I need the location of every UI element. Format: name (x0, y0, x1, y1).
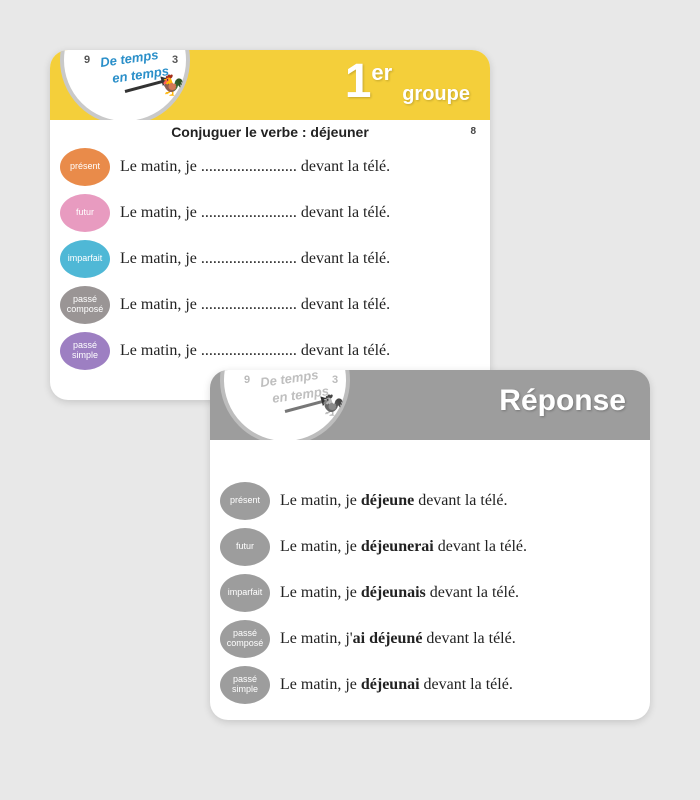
tense-badge: passé simple (220, 666, 270, 704)
sentence-suffix: devant la télé. (434, 538, 527, 555)
tense-badge: futur (60, 194, 110, 232)
question-row: présent Le matin, je ....................… (60, 148, 476, 186)
clock-number: 3 (172, 54, 178, 66)
question-rows: présent Le matin, je ....................… (50, 140, 490, 388)
answer-sentence: Le matin, je déjeune devant la télé. (280, 492, 507, 510)
tense-badge: passé composé (220, 620, 270, 658)
clock-illustration: 12111091234 De temps en temps 🐓 (50, 50, 210, 120)
answer-title: Réponse (499, 384, 626, 418)
sentence-prefix: Le matin, je (280, 584, 361, 601)
group-word: groupe (402, 83, 470, 106)
answer-row: passé simple Le matin, je déjeunai devant… (220, 666, 636, 704)
group-number: 1 (345, 58, 372, 106)
card-subtitle: Conjuguer le verbe : déjeuner 8 (50, 124, 490, 140)
answer-row: passé composé Le matin, j'ai déjeuné deva… (220, 620, 636, 658)
question-card: 12111091234 De temps en temps 🐓 1ergroup… (50, 50, 490, 400)
sentence-suffix: devant la télé. (414, 492, 507, 509)
answer-row: imparfait Le matin, je déjeunais devant l… (220, 574, 636, 612)
clock-illustration-back: 12111091234 De temps en temps 🐓 (210, 370, 370, 440)
conjugated-verb: déjeunais (361, 584, 426, 601)
hen-icon: 🐓 (320, 393, 345, 418)
tense-badge: imparfait (220, 574, 270, 612)
tense-badge: futur (220, 528, 270, 566)
clock-number: 3 (332, 374, 338, 386)
answer-sentence: Le matin, je déjeunais devant la télé. (280, 584, 519, 602)
tense-badge: présent (220, 482, 270, 520)
sentence-suffix: devant la télé. (422, 630, 515, 647)
question-sentence: Le matin, je ........................ de… (120, 158, 390, 176)
question-row: futur Le matin, je ......................… (60, 194, 476, 232)
sentence-prefix: Le matin, je (280, 538, 361, 555)
group-title: 1er groupe (345, 58, 470, 106)
conjugated-verb: déjeunerai (361, 538, 434, 555)
question-row: passé composé Le matin, je ..............… (60, 286, 476, 324)
question-sentence: Le matin, je ........................ de… (120, 250, 390, 268)
answer-card: 12111091234 De temps en temps 🐓 Réponse … (210, 370, 650, 720)
subtitle-text: Conjuguer le verbe : déjeuner (171, 124, 369, 140)
card-header-front: 12111091234 De temps en temps 🐓 1ergroup… (50, 50, 490, 120)
answer-sentence: Le matin, j'ai déjeuné devant la télé. (280, 630, 516, 648)
question-row: passé simple Le matin, je ...............… (60, 332, 476, 370)
question-row: imparfait Le matin, je ..................… (60, 240, 476, 278)
conjugated-verb: déjeune (361, 492, 414, 509)
sentence-suffix: devant la télé. (420, 676, 513, 693)
card-number: 8 (470, 126, 476, 137)
answer-sentence: Le matin, je déjeunerai devant la télé. (280, 538, 527, 556)
clock-number: 9 (84, 54, 90, 66)
sentence-suffix: devant la télé. (426, 584, 519, 601)
conjugated-verb: ai déjeuné (353, 630, 423, 647)
sentence-prefix: Le matin, j' (280, 630, 353, 647)
sentence-prefix: Le matin, je (280, 676, 361, 693)
group-suffix: er (371, 60, 392, 86)
tense-badge: passé simple (60, 332, 110, 370)
answer-row: futur Le matin, je déjeunerai devant la t… (220, 528, 636, 566)
question-sentence: Le matin, je ........................ de… (120, 342, 390, 360)
sentence-prefix: Le matin, je (280, 492, 361, 509)
conjugated-verb: déjeunai (361, 676, 420, 693)
card-header-back: 12111091234 De temps en temps 🐓 Réponse (210, 370, 650, 440)
hen-icon: 🐓 (160, 73, 185, 98)
answer-rows: présent Le matin, je déjeune devant la té… (210, 474, 650, 720)
spacer (210, 440, 650, 474)
tense-badge: imparfait (60, 240, 110, 278)
question-sentence: Le matin, je ........................ de… (120, 204, 390, 222)
question-sentence: Le matin, je ........................ de… (120, 296, 390, 314)
clock-number: 9 (244, 374, 250, 386)
tense-badge: passé composé (60, 286, 110, 324)
answer-row: présent Le matin, je déjeune devant la té… (220, 482, 636, 520)
tense-badge: présent (60, 148, 110, 186)
answer-sentence: Le matin, je déjeunai devant la télé. (280, 676, 513, 694)
